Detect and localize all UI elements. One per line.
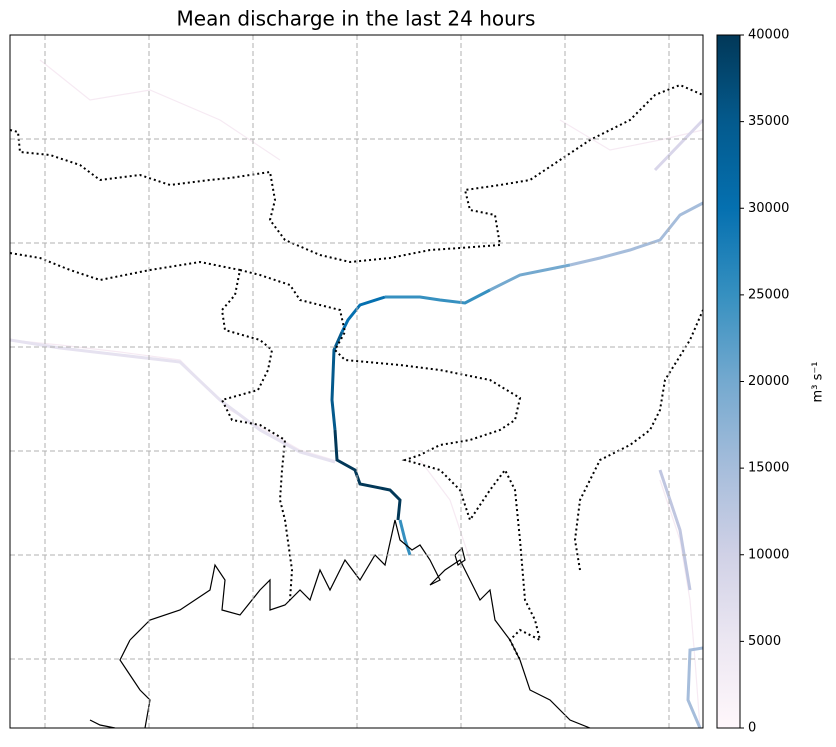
colorbar-tick-label: 0	[748, 721, 756, 736]
map-area	[10, 35, 703, 728]
colorbar	[716, 34, 741, 729]
colorbar-tick-label: 20000	[748, 374, 789, 389]
colorbar-tick-label: 35000	[748, 114, 789, 129]
colorbar-tick-label: 10000	[748, 547, 789, 562]
colorbar-tick-label: 40000	[748, 28, 789, 43]
colorbar-tick-label: 25000	[748, 287, 789, 302]
map-frame	[9, 34, 704, 729]
colorbar-tick-label: 30000	[748, 201, 789, 216]
colorbar-label: m³ s⁻¹	[811, 362, 826, 403]
map-title: Mean discharge in the last 24 hours	[177, 7, 536, 31]
colorbar-tick-label: 15000	[748, 461, 789, 476]
colorbar-tick-label: 5000	[748, 634, 781, 649]
minor-rivers	[10, 59, 703, 728]
